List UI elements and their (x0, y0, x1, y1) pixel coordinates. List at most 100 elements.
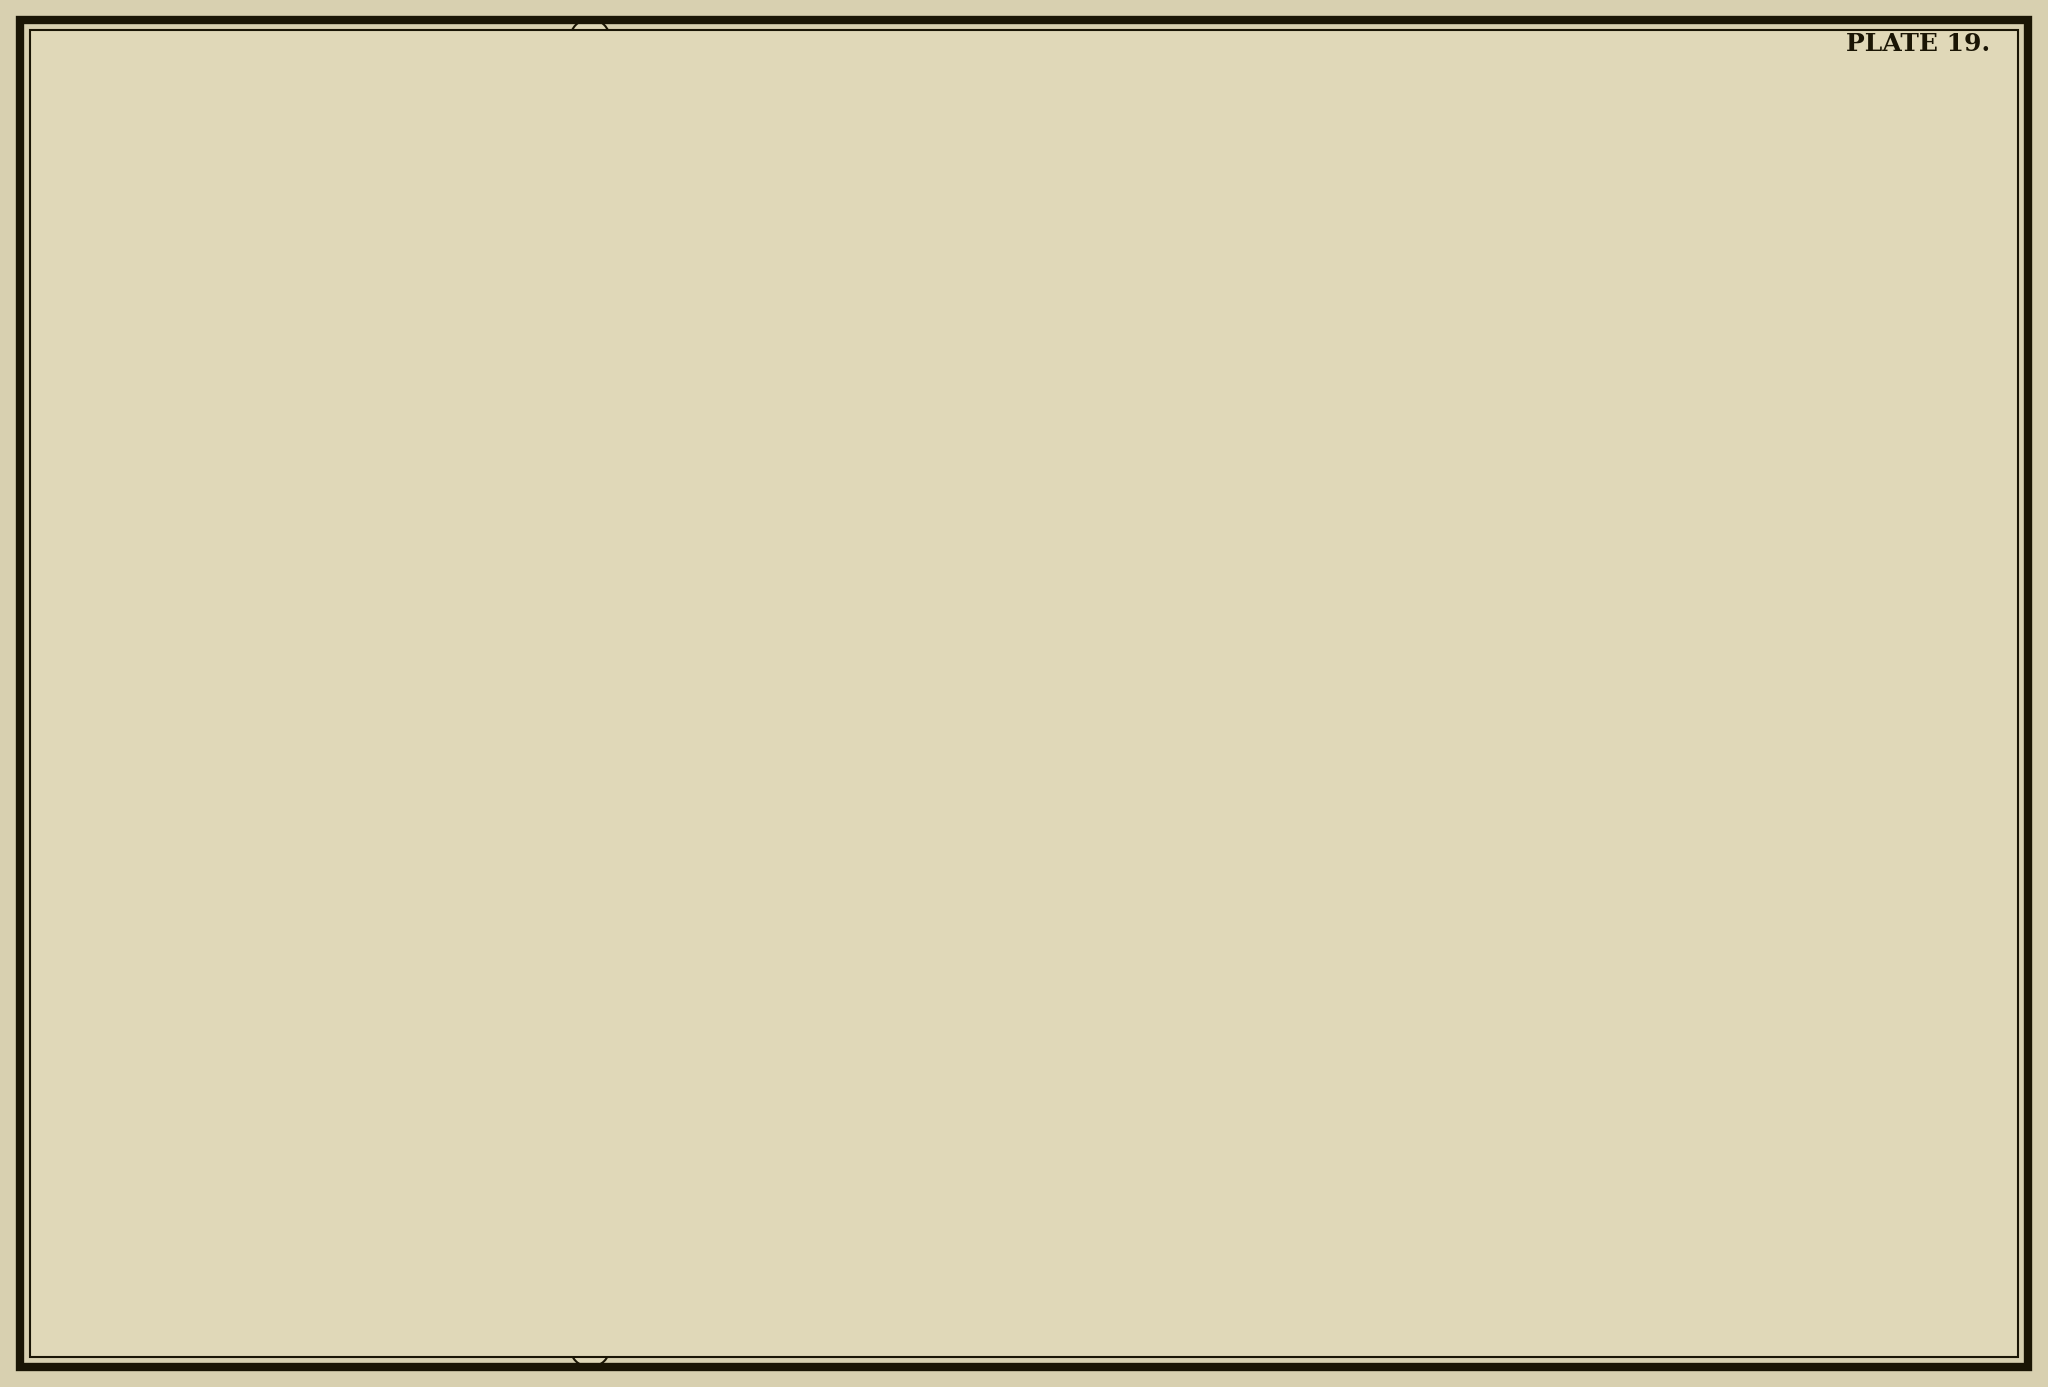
Bar (1642, 405, 1821, 503)
Text: E. 73d: E. 73d (500, 391, 524, 398)
Text: 142: 142 (344, 49, 356, 55)
Text: LEXINGTON: LEXINGTON (748, 669, 758, 717)
Bar (193, 1198, 377, 1297)
Bar (377, 107, 516, 207)
Text: FIRST: FIRST (1430, 681, 1440, 705)
Text: A: A (135, 637, 143, 645)
Text: 610: 610 (813, 49, 827, 55)
Text: 320: 320 (147, 49, 162, 55)
Bar (1188, 405, 1430, 503)
Text: T: T (135, 427, 141, 437)
Text: 400: 400 (248, 49, 262, 55)
Bar (111, 1000, 193, 1099)
Text: 60 200.10: 60 200.10 (160, 1246, 180, 1250)
Text: AVE.: AVE. (524, 80, 530, 94)
Text: 465: 465 (424, 49, 436, 55)
Text: 20: 20 (582, 32, 598, 46)
Bar (745, 1000, 961, 1099)
Text: 100: 100 (1149, 49, 1161, 55)
Bar (516, 207, 745, 305)
Text: AVE.: AVE. (383, 80, 387, 94)
Circle shape (569, 19, 610, 60)
Bar (377, 802, 516, 900)
Bar (1188, 305, 1430, 405)
Text: E. 64th: E. 64th (498, 1283, 526, 1291)
Text: 100: 100 (903, 1332, 918, 1337)
Bar (745, 900, 961, 1000)
Text: E. 65th: E. 65th (498, 1184, 526, 1191)
Text: 420: 420 (559, 1332, 571, 1337)
Text: AVE.: AVE. (750, 1092, 756, 1108)
Bar (111, 207, 193, 305)
Bar (1188, 107, 1430, 207)
Bar (516, 503, 745, 603)
Text: 77: 77 (500, 49, 510, 55)
Bar (377, 702, 516, 802)
Text: AVE.: AVE. (1192, 80, 1198, 94)
Circle shape (49, 655, 86, 691)
Bar (1188, 1099, 1430, 1198)
Bar (1642, 1099, 1821, 1198)
Text: 100: 100 (98, 49, 113, 55)
Bar (516, 107, 745, 207)
Text: 100: 100 (1149, 1332, 1161, 1337)
Text: AVE.: AVE. (967, 80, 973, 94)
Bar (193, 207, 377, 305)
Text: 100: 100 (633, 49, 647, 55)
Bar (1430, 900, 1642, 1000)
Bar (961, 503, 1188, 603)
Text: E. 75th: E. 75th (498, 193, 526, 200)
Text: 420: 420 (559, 49, 571, 55)
Text: 310: 310 (147, 1332, 162, 1337)
Text: FIFTH: FIFTH (184, 1089, 193, 1111)
Bar (1642, 207, 1821, 305)
Text: 80: 80 (190, 1332, 199, 1337)
Bar (111, 405, 193, 503)
Bar (1188, 702, 1430, 802)
Bar (1430, 1000, 1642, 1099)
Bar (111, 702, 193, 802)
Text: 60 200.10: 60 200.10 (160, 749, 180, 753)
Text: FOURTH: FOURTH (522, 675, 532, 710)
Bar (377, 1198, 516, 1297)
Bar (961, 107, 1188, 207)
Text: THIRD AVE CABLE ROAD: THIRD AVE CABLE ROAD (971, 605, 975, 681)
Text: 18: 18 (582, 1340, 598, 1354)
Bar (961, 1000, 1188, 1099)
Text: 60 200.10: 60 200.10 (160, 947, 180, 951)
Text: E. 66th: E. 66th (498, 1085, 526, 1093)
Text: ST.: ST. (1688, 1086, 1698, 1093)
Bar (1188, 900, 1430, 1000)
Bar (193, 603, 377, 702)
Bar (193, 802, 377, 900)
Bar (745, 1198, 961, 1297)
Text: ST.: ST. (1688, 789, 1698, 795)
Text: E  A  S  T    R  I  V  E  R: E A S T R I V E R (1903, 612, 1917, 775)
Text: AVE.: AVE. (743, 80, 748, 94)
Text: C: C (135, 115, 143, 123)
Text: AVE.: AVE. (516, 1061, 522, 1076)
Bar (516, 603, 745, 702)
Text: ST.: ST. (1688, 194, 1698, 200)
Text: E. 76th: E. 76th (498, 93, 526, 101)
Text: SECOND AVE. R.R.: SECOND AVE. R.R. (1196, 714, 1200, 771)
Bar (745, 405, 961, 503)
Text: ST.: ST. (1688, 491, 1698, 498)
Bar (1430, 802, 1642, 900)
Text: 613: 613 (1274, 49, 1286, 55)
Bar (745, 1099, 961, 1198)
Text: AVE: AVE (199, 685, 207, 700)
Bar (745, 107, 961, 207)
Text: 100: 100 (633, 1332, 647, 1337)
Text: Avenue: Avenue (1651, 677, 1659, 709)
Text: 60 200.10: 60 200.10 (160, 551, 180, 555)
Bar (377, 1099, 516, 1198)
Text: E. 70th: E. 70th (498, 688, 526, 696)
Bar (1188, 1198, 1430, 1297)
Bar (1430, 405, 1642, 503)
Text: SECOND AVE. R.R.: SECOND AVE. R.R. (1196, 614, 1200, 671)
Bar (193, 405, 377, 503)
Bar (745, 603, 961, 702)
Text: 60 200.10: 60 200.10 (160, 1146, 180, 1150)
Bar (1430, 702, 1642, 802)
